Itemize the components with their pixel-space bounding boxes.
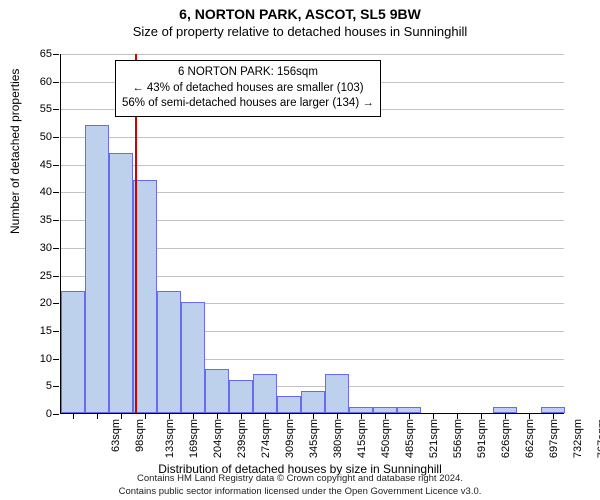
y-tick-label: 25 (22, 270, 52, 282)
y-tick-label: 50 (22, 131, 52, 143)
footer: Contains HM Land Registry data © Crown c… (0, 473, 600, 498)
x-tick-label: 450sqm (380, 419, 392, 458)
y-tick-label: 15 (22, 325, 52, 337)
x-tick-label: 591sqm (476, 419, 488, 458)
x-tick (457, 414, 458, 419)
x-tick (337, 414, 338, 419)
y-tick (53, 54, 59, 55)
histogram-bar (253, 374, 277, 413)
histogram-bar (301, 391, 325, 413)
x-tick-label: 204sqm (212, 419, 224, 458)
x-tick (217, 414, 218, 419)
x-tick-label: 556sqm (452, 419, 464, 458)
x-tick-label: 239sqm (236, 419, 248, 458)
x-tick (505, 414, 506, 419)
x-tick-label: 767sqm (596, 419, 600, 458)
x-tick (121, 414, 122, 419)
x-tick (73, 414, 74, 419)
x-tick (145, 414, 146, 419)
x-tick-label: 274sqm (260, 419, 272, 458)
x-tick-label: 63sqm (110, 419, 122, 452)
x-tick (433, 414, 434, 419)
y-tick-label: 65 (22, 48, 52, 60)
x-tick (193, 414, 194, 419)
histogram-bar (397, 407, 421, 413)
x-tick (169, 414, 170, 419)
y-tick (53, 165, 59, 166)
histogram-bar (349, 407, 373, 413)
x-tick-label: 98sqm (134, 419, 146, 452)
page-subtitle: Size of property relative to detached ho… (0, 22, 600, 43)
histogram-bar (277, 396, 301, 413)
x-tick (481, 414, 482, 419)
y-tick-label: 30 (22, 242, 52, 254)
x-tick-label: 380sqm (332, 419, 344, 458)
histogram-bar (109, 153, 133, 413)
histogram-bar (493, 407, 517, 413)
x-tick-label: 521sqm (428, 419, 440, 458)
y-tick (53, 109, 59, 110)
histogram-bar (181, 302, 205, 413)
x-tick (409, 414, 410, 419)
page-title: 6, NORTON PARK, ASCOT, SL5 9BW (0, 0, 600, 22)
x-tick-label: 732sqm (572, 419, 584, 458)
y-tick (53, 248, 59, 249)
x-tick (361, 414, 362, 419)
x-tick-label: 345sqm (308, 419, 320, 458)
histogram-bar (541, 407, 565, 413)
histogram-bar (157, 291, 181, 413)
y-tick-label: 45 (22, 159, 52, 171)
plot-area: 63sqm98sqm133sqm169sqm204sqm239sqm274sqm… (60, 54, 564, 414)
y-tick-label: 20 (22, 297, 52, 309)
y-tick (53, 303, 59, 304)
footer-line-2: Contains public sector information licen… (0, 486, 600, 498)
x-tick (241, 414, 242, 419)
y-tick (53, 331, 59, 332)
annotation-box: 6 NORTON PARK: 156sqm ← 43% of detached … (115, 60, 381, 117)
x-tick-label: 133sqm (164, 419, 176, 458)
x-tick-label: 697sqm (548, 419, 560, 458)
x-tick (553, 414, 554, 419)
x-tick (97, 414, 98, 419)
x-tick (313, 414, 314, 419)
histogram-bar (373, 407, 397, 413)
annotation-line-3: 56% of semi-detached houses are larger (… (122, 96, 374, 112)
annotation-line-1: 6 NORTON PARK: 156sqm (122, 65, 374, 81)
y-tick (53, 192, 59, 193)
x-tick-label: 626sqm (500, 419, 512, 458)
x-tick-label: 309sqm (284, 419, 296, 458)
x-tick (385, 414, 386, 419)
histogram-bar (325, 374, 349, 413)
y-tick (53, 82, 59, 83)
y-tick (53, 386, 59, 387)
histogram-bar (61, 291, 85, 413)
annotation-line-2: ← 43% of detached houses are smaller (10… (122, 81, 374, 97)
y-tick-label: 55 (22, 103, 52, 115)
y-tick-label: 40 (22, 186, 52, 198)
chart-container: 6, NORTON PARK, ASCOT, SL5 9BW Size of p… (0, 0, 600, 500)
histogram-bar (205, 369, 229, 413)
x-tick-label: 662sqm (525, 419, 537, 458)
y-tick (53, 276, 59, 277)
y-axis-label: Number of detached properties (8, 69, 22, 234)
y-tick-label: 5 (22, 380, 52, 392)
histogram-bar (85, 125, 109, 413)
y-tick-label: 0 (22, 408, 52, 420)
y-tick-label: 10 (22, 353, 52, 365)
y-tick (53, 359, 59, 360)
y-tick (53, 414, 59, 415)
x-tick-label: 415sqm (356, 419, 368, 458)
footer-line-1: Contains HM Land Registry data © Crown c… (0, 473, 600, 485)
x-tick-label: 169sqm (188, 419, 200, 458)
y-tick-label: 60 (22, 76, 52, 88)
x-tick (529, 414, 530, 419)
x-tick (289, 414, 290, 419)
y-tick (53, 220, 59, 221)
y-tick (53, 137, 59, 138)
histogram-bar (229, 380, 253, 413)
x-tick (265, 414, 266, 419)
y-tick-label: 35 (22, 214, 52, 226)
x-tick-label: 485sqm (404, 419, 416, 458)
